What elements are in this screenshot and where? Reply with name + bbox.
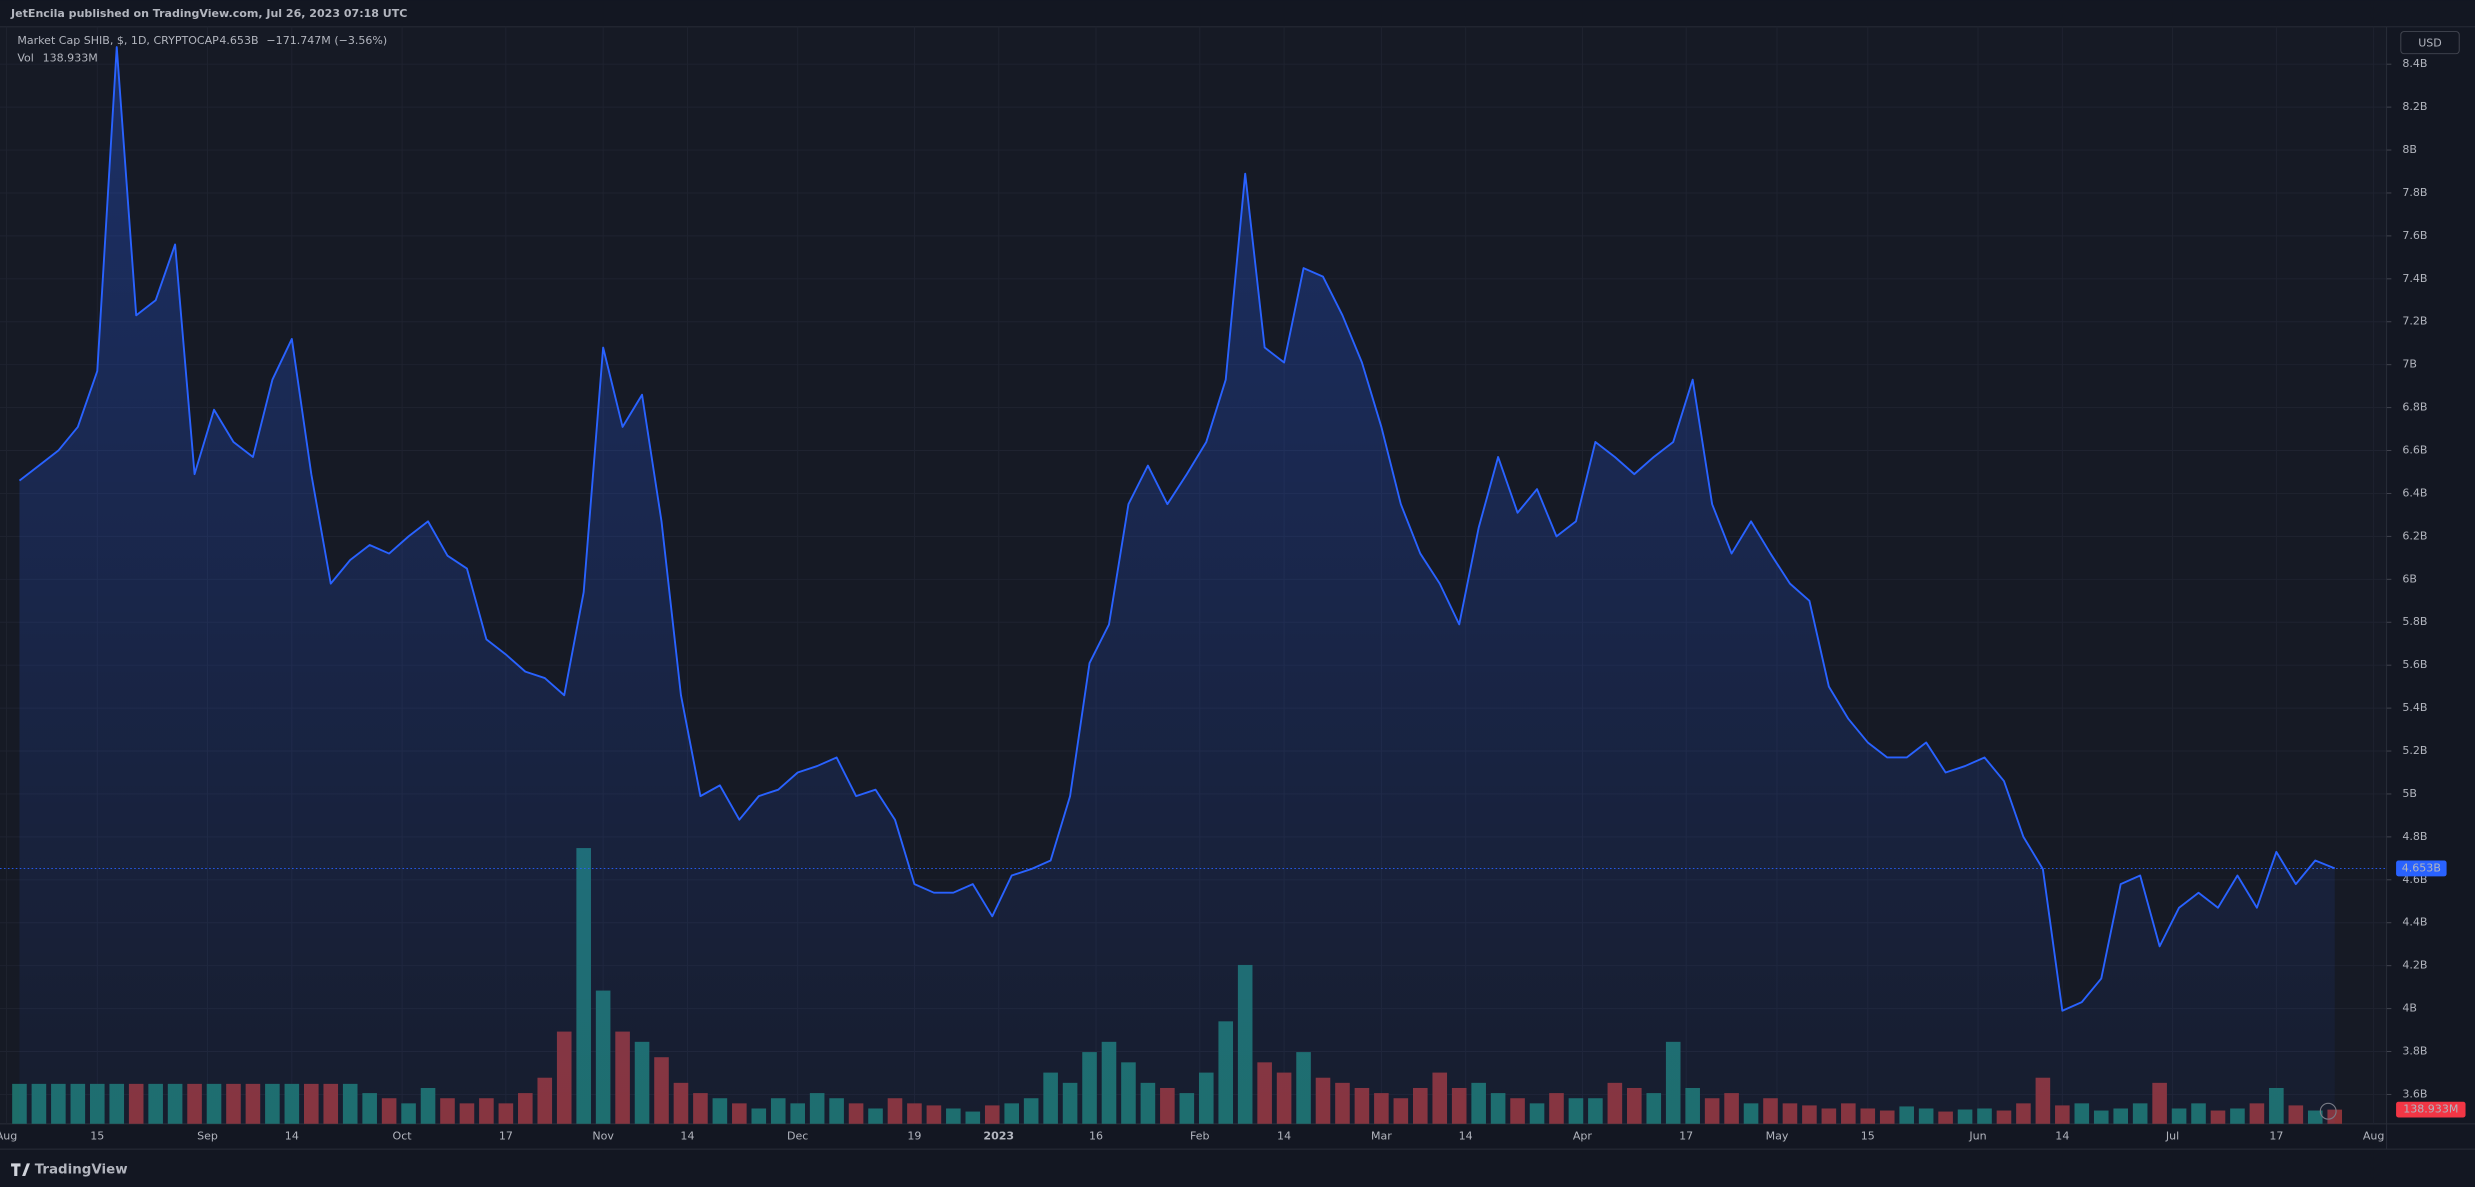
y-tick-label: 4.4B [2402,916,2427,929]
x-tick-label: 15 [90,1129,104,1142]
x-tick-label: Feb [1190,1129,1210,1142]
y-tick-label: 4.2B [2402,959,2427,972]
x-tick-label: 19 [907,1129,921,1142]
x-tick-label: 16 [1089,1129,1103,1142]
x-axis: Aug 15 Sep 14 Oct 17 Nov 14 Dec 19 2023 16 Feb 14 Mar 1… [0,1129,2384,1142]
x-tick-label: Dec [787,1129,808,1142]
x-tick-label: Jul [2165,1129,2179,1142]
axes: 3.6B3.8B4B4.2B4.4B4.6B4.8B5B5.2B5.4B5.6B… [0,57,2466,1142]
y-tick-label: 8B [2402,143,2417,156]
y-tick-label: 5.4B [2402,701,2427,714]
legend-last: 4.653B [219,34,258,47]
x-tick-label: 15 [1861,1129,1875,1142]
x-tick-label: 14 [285,1129,299,1142]
y-tick-label: 6.8B [2402,401,2427,414]
y-tick-label: 7.4B [2402,272,2427,285]
x-tick-label: 14 [1459,1129,1473,1142]
x-tick-label: 2023 [983,1129,1014,1142]
y-tick-label: 3.8B [2402,1045,2427,1058]
x-tick-label: Nov [592,1129,614,1142]
y-tick-label: 6.4B [2402,486,2427,499]
volume-tag [2396,1101,2466,1118]
y-tick-label: 8.2B [2402,100,2427,113]
x-tick-label: 17 [2269,1129,2283,1142]
currency[interactable]: USD [2418,36,2442,49]
volume-tag-label: 138.933M [2403,1103,2458,1116]
y-tick-label: 8.4B [2402,57,2427,70]
y-tick-label: 5.6B [2402,658,2427,671]
x-tick-label: Jun [1968,1129,1986,1142]
x-tick-label: Aug [0,1129,17,1142]
area [19,47,2335,1124]
legend-change: −171.747M (−3.56%) [266,34,387,47]
legend-vol-value: 138.933M [43,51,98,64]
legend-vol: Vol [17,51,34,64]
x-tick-label: 17 [1679,1129,1693,1142]
x-tick-label: Oct [393,1129,413,1142]
y-tick-label: 3.6B [2402,1087,2427,1100]
y-tick-label: 5.2B [2402,744,2427,757]
y-tick-label: 7B [2402,358,2417,371]
x-tick-label: Aug [2363,1129,2385,1142]
y-tick-label: 7.6B [2402,229,2427,242]
footer-brand: TradingView [35,1163,128,1178]
y-tick-label: 7.2B [2402,315,2427,328]
price-tag-label: 4.653B [2402,861,2441,874]
price-line [18,46,2336,1012]
y-tick-label: 6B [2402,572,2417,585]
x-tick-label: Sep [197,1129,218,1142]
x-tick-label: Mar [1371,1129,1392,1142]
y-tick-label: 5.8B [2402,615,2427,628]
legend-symbol: Market Cap SHIB, $, 1D, CRYPTOCAP [17,34,219,47]
x-tick-label: May [1766,1129,1789,1142]
y-tick-label: 6.6B [2402,444,2427,457]
x-tick-label: Apr [1573,1129,1593,1142]
header: JetEncila published on TradingView.com, … [10,7,407,20]
y-tick-label: 6.2B [2402,529,2427,542]
logo [11,1163,30,1176]
price [0,46,2387,1124]
logo-icon [11,1163,30,1176]
x-tick-label: 14 [2055,1129,2069,1142]
x-tick-label: 14 [1277,1129,1291,1142]
price-tag [2396,860,2447,877]
x-tick-label: 17 [499,1129,513,1142]
y-tick-label: 4B [2402,1002,2417,1015]
y-tick-label: 7.8B [2402,186,2427,199]
y-tick-label: 4.8B [2402,830,2427,843]
currency-button[interactable] [2400,31,2460,55]
y-tick-label: 5B [2402,787,2417,800]
x-tick-label: 14 [680,1129,694,1142]
replay-icon[interactable] [2319,1102,2337,1120]
